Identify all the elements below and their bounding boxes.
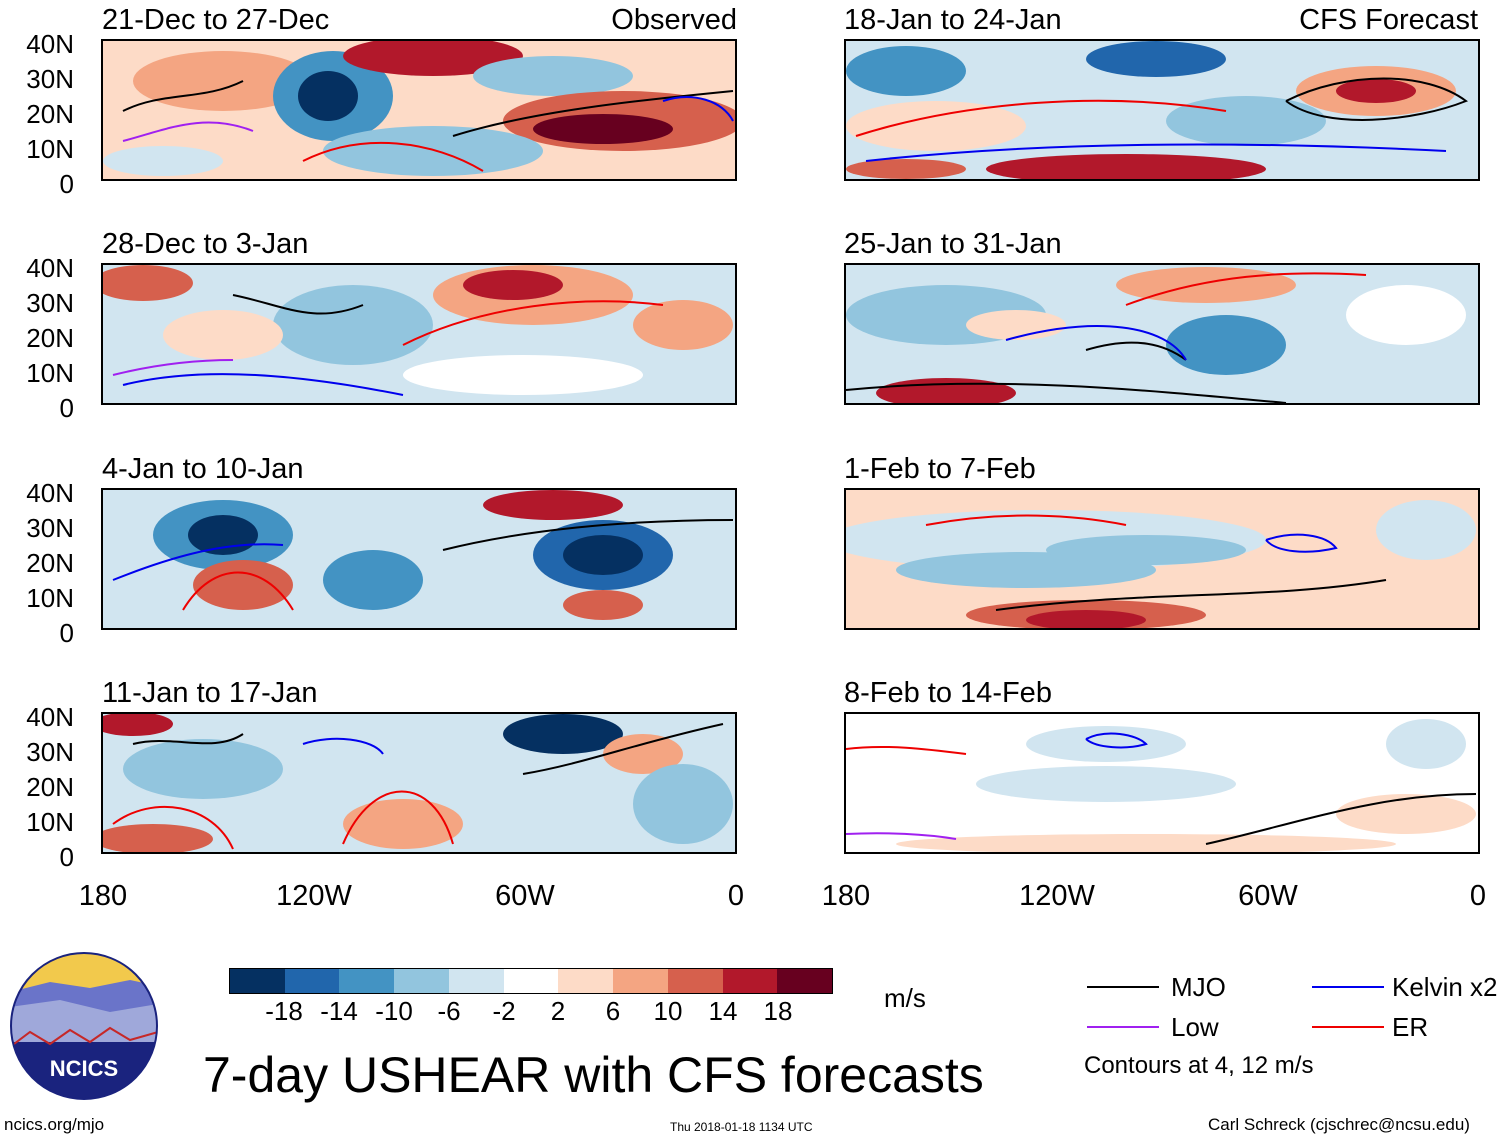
colorbar-swatch-11	[777, 969, 833, 993]
lon-label-180: 180	[821, 880, 871, 912]
colorbar-swatch-2	[284, 969, 340, 993]
colorbar-swatch-10	[722, 969, 778, 993]
panel-6-title: 1-Feb to 7-Feb	[844, 453, 1036, 485]
panel-8-title: 8-Feb to 14-Feb	[844, 677, 1052, 709]
map-panel-6	[844, 488, 1480, 630]
lon-label-120w: 120W	[276, 880, 352, 912]
lat-label-10n: 10N	[26, 134, 74, 164]
lon-label-120w: 120W	[1019, 880, 1095, 912]
lat-label-20n: 20N	[26, 772, 74, 802]
legend-label-mjo: MJO	[1171, 972, 1226, 1002]
main-title: 7-day USHEAR with CFS forecasts	[203, 1047, 984, 1103]
colorbar-swatch-4	[394, 969, 449, 993]
panel-3-title: 28-Dec to 3-Jan	[102, 228, 309, 260]
lat-label-40n: 40N	[26, 478, 74, 508]
colorbar	[229, 968, 833, 994]
colorbar-label-8: 10	[653, 996, 683, 1026]
lat-label-0: 0	[59, 169, 74, 199]
lat-label-10n: 10N	[26, 807, 74, 837]
colorbar-swatch-6	[503, 969, 559, 993]
colorbar-swatch-7	[558, 969, 614, 993]
lat-label-10n: 10N	[26, 358, 74, 388]
panel-1-title: 21-Dec to 27-Dec	[102, 4, 330, 36]
map-panel-3	[101, 263, 737, 405]
lon-label-60w: 60W	[1238, 880, 1298, 912]
lat-label-30n: 30N	[26, 737, 74, 767]
colorbar-swatch-1	[230, 969, 285, 993]
map-panel-1	[101, 39, 737, 181]
lon-label-60w: 60W	[495, 880, 555, 912]
legend-note: Contours at 4, 12 m/s	[1084, 1052, 1314, 1079]
panel-7-title: 11-Jan to 17-Jan	[102, 677, 318, 709]
map-panel-2	[844, 39, 1480, 181]
footer-right: Carl Schreck (cjschrec@ncsu.edu)	[1208, 1115, 1470, 1134]
lat-label-0: 0	[59, 842, 74, 872]
panel-2-title: 18-Jan to 24-Jan	[844, 4, 1062, 36]
lat-label-20n: 20N	[26, 548, 74, 578]
colorbar-label-4: -6	[437, 996, 461, 1026]
colorbar-unit: m/s	[884, 983, 926, 1013]
colorbar-label-3: -10	[375, 996, 413, 1026]
legend-label-kelvin: Kelvin x2	[1392, 972, 1498, 1002]
lat-label-20n: 20N	[26, 99, 74, 129]
legend-label-low: Low	[1171, 1012, 1219, 1042]
colorbar-swatch-5	[448, 969, 504, 993]
map-panel-4	[844, 263, 1480, 405]
colorbar-swatch-9	[667, 969, 723, 993]
lat-label-30n: 30N	[26, 64, 74, 94]
footer-left: ncics.org/mjo	[4, 1115, 105, 1134]
lat-label-40n: 40N	[26, 253, 74, 283]
lat-label-0: 0	[59, 393, 74, 423]
colorbar-label-9: 14	[708, 996, 738, 1026]
legend-line-mjo	[1087, 986, 1159, 988]
lon-label-180: 180	[78, 880, 128, 912]
colorbar-label-5: -2	[492, 996, 516, 1026]
map-panel-7	[101, 712, 737, 854]
lat-label-20n: 20N	[26, 323, 74, 353]
colorbar-label-1: -18	[265, 996, 303, 1026]
legend-label-er: ER	[1392, 1012, 1429, 1042]
panel-4-title: 25-Jan to 31-Jan	[844, 228, 1062, 260]
colorbar-label-6: 2	[550, 996, 566, 1026]
colorbar-swatch-8	[613, 969, 668, 993]
lat-label-0: 0	[59, 618, 74, 648]
lat-label-10n: 10N	[26, 583, 74, 613]
panel-5-title: 4-Jan to 10-Jan	[102, 453, 304, 485]
map-panel-8	[844, 712, 1480, 854]
lat-label-40n: 40N	[26, 29, 74, 59]
map-panel-5	[101, 488, 737, 630]
ncics-logo: NCICS	[10, 952, 158, 1100]
lat-label-40n: 40N	[26, 702, 74, 732]
panel-1-label: Observed	[611, 4, 737, 36]
footer-center: Thu 2018-01-18 1134 UTC	[670, 1120, 813, 1134]
lat-label-30n: 30N	[26, 513, 74, 543]
logo-text: NCICS	[50, 1056, 118, 1081]
legend-line-er	[1312, 1026, 1384, 1028]
lon-label-0: 0	[1469, 880, 1487, 912]
panel-2-label: CFS Forecast	[1299, 4, 1478, 36]
colorbar-swatch-3	[339, 969, 395, 993]
lon-label-0: 0	[727, 880, 745, 912]
legend-line-kelvin	[1312, 986, 1384, 988]
lat-label-30n: 30N	[26, 288, 74, 318]
colorbar-label-7: 6	[605, 996, 621, 1026]
colorbar-label-2: -14	[320, 996, 358, 1026]
legend-line-low	[1087, 1026, 1159, 1028]
colorbar-label-10: 18	[763, 996, 793, 1026]
